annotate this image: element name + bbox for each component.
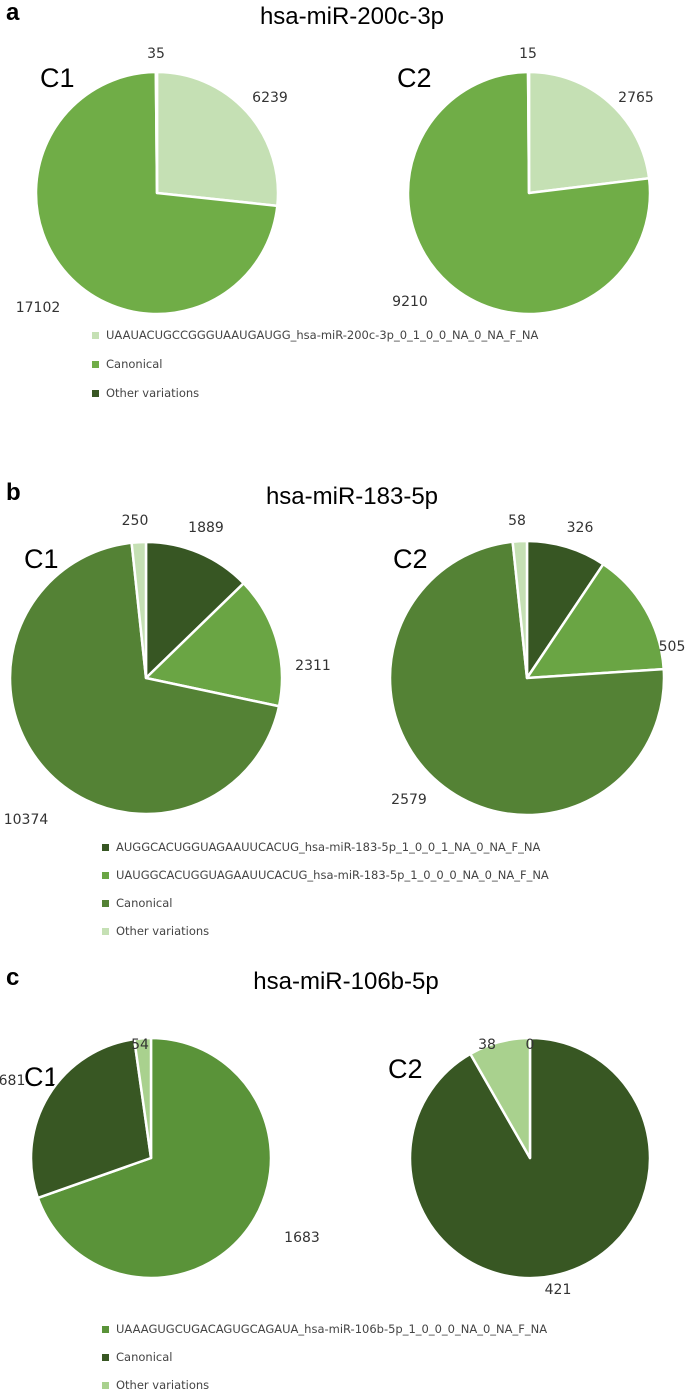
data-label: 1683 — [284, 1230, 320, 1246]
pie-slice — [155, 70, 280, 208]
legend-swatch — [92, 332, 99, 339]
condition-label: C1 — [24, 544, 59, 574]
panel-1: b hsa-miR-183-5p C1 1889 2311 10374 250 C2 326 50… — [4, 479, 685, 938]
panel-title: hsa-miR-106b-5p — [253, 968, 438, 995]
pie-slice — [132, 1036, 153, 1160]
data-label: 9210 — [392, 294, 428, 310]
legend-entry: AUGGCACUGGUAGAAUUCACUG_hsa-miR-183-5p_1_… — [116, 840, 541, 854]
pie-C2: C2 326 505 2579 58 — [388, 513, 685, 817]
pie-slice — [144, 540, 245, 680]
condition-label: C1 — [40, 63, 75, 93]
pie-slice — [469, 1036, 532, 1160]
legend-swatch — [92, 361, 99, 368]
legend-swatch — [102, 844, 109, 851]
panel-letter: c — [6, 964, 19, 991]
legend-entry: Other variations — [116, 924, 209, 938]
pie-slice — [525, 562, 665, 680]
legend-swatch — [102, 928, 109, 935]
pie-slice — [408, 1036, 652, 1280]
legend-entry: Canonical — [116, 1350, 172, 1364]
panel-letter: b — [6, 479, 21, 506]
data-label: 1889 — [188, 520, 224, 536]
data-label: 681 — [0, 1073, 25, 1089]
pie-slice — [130, 540, 148, 680]
pie-slice — [29, 1037, 153, 1200]
data-label: 326 — [567, 520, 594, 536]
pie-slice — [511, 539, 529, 680]
pie-slice — [36, 1036, 273, 1280]
data-label: 0 — [526, 1037, 535, 1053]
pie-slice — [8, 541, 281, 816]
legend-swatch — [102, 1354, 109, 1361]
legend: AUGGCACUGGUAGAAUUCACUG_hsa-miR-183-5p_1_… — [102, 840, 549, 938]
data-label: 54 — [131, 1037, 149, 1053]
data-label: 505 — [659, 639, 685, 655]
legend: UAAUACUGCCGGGUAAUGAUGG_hsa-miR-200c-3p_0… — [92, 328, 538, 400]
panel-0: a hsa-miR-200c-3p C1 6239 17102 35 C2 2765 9210 1… — [6, 0, 654, 400]
legend-entry: Other variations — [116, 1378, 209, 1392]
data-label: 2311 — [295, 658, 331, 674]
pie-slice — [144, 582, 284, 708]
pie-slice — [526, 70, 531, 195]
panel-letter: a — [6, 0, 20, 26]
legend-swatch — [102, 900, 109, 907]
data-label: 35 — [147, 46, 165, 62]
legend-swatch — [92, 390, 99, 397]
legend-entry: Canonical — [116, 896, 172, 910]
data-label: 250 — [122, 513, 149, 529]
condition-label: C2 — [397, 63, 432, 93]
legend-swatch — [102, 872, 109, 879]
pie-C1: C1 1889 2311 10374 250 — [4, 513, 331, 828]
data-label: 17102 — [16, 300, 61, 316]
pie-slice — [525, 539, 605, 680]
legend: UAAAGUGCUGACAGUGCAGAUA_hsa-miR-106b-5p_1… — [102, 1322, 547, 1392]
pie-C2: C2 2765 9210 15 — [392, 46, 654, 316]
data-label: 58 — [508, 513, 526, 529]
legend-swatch — [102, 1326, 109, 1333]
legend-swatch — [102, 1382, 109, 1389]
legend-entry: Canonical — [106, 357, 162, 371]
panel-title: hsa-miR-200c-3p — [260, 3, 444, 30]
data-label: 15 — [519, 46, 537, 62]
legend-entry: UAAUACUGCCGGGUAAUGAUGG_hsa-miR-200c-3p_0… — [106, 328, 538, 342]
pie-C1: C1 6239 17102 35 — [16, 46, 288, 316]
legend-entry: UAUGGCACUGGUAGAAUUCACUG_hsa-miR-183-5p_1… — [116, 868, 549, 882]
pie-slice — [527, 70, 651, 195]
data-label: 10374 — [4, 812, 49, 828]
panel-title: hsa-miR-183-5p — [266, 483, 438, 510]
legend-entry: UAAAGUGCUGACAGUGCAGAUA_hsa-miR-106b-5p_1… — [116, 1322, 547, 1336]
data-label: 38 — [478, 1037, 496, 1053]
pie-C2: C2 0 421 38 — [388, 1036, 652, 1298]
panel-2: c hsa-miR-106b-5pC1168368154C2042138UAAAG… — [0, 964, 652, 1392]
condition-label: C2 — [393, 544, 428, 574]
legend-entry: Other variations — [106, 386, 199, 400]
data-label: 2765 — [618, 90, 654, 106]
pie-slice — [154, 70, 159, 195]
data-label: 2579 — [391, 792, 427, 808]
data-label: 6239 — [252, 90, 288, 106]
condition-label: C2 — [388, 1054, 423, 1084]
data-label: 421 — [545, 1282, 572, 1298]
